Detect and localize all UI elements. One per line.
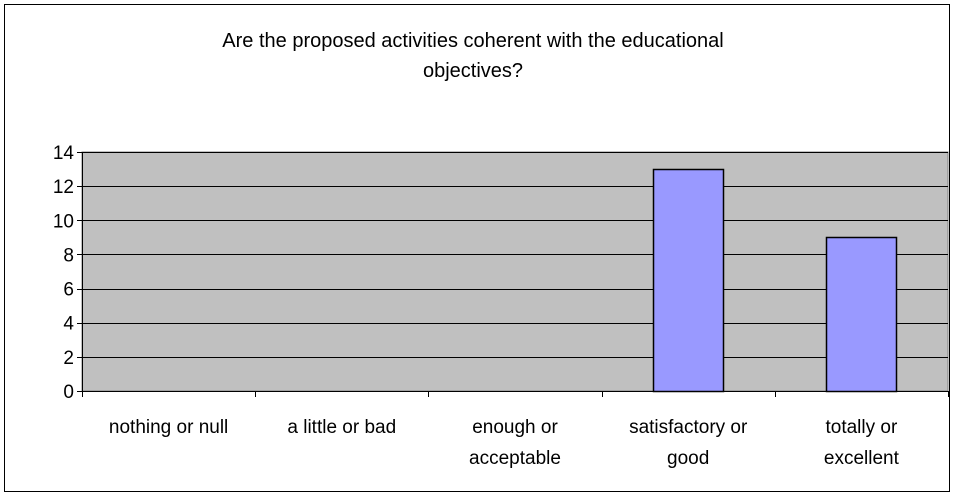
chart-title-line-1: Are the proposed activities coherent wit…	[222, 30, 724, 52]
x-tick-label-2-1: acceptable	[469, 448, 561, 469]
y-tick-label-6: 6	[63, 280, 74, 301]
y-tick-label-14: 14	[53, 143, 75, 164]
x-tick-label-0-0: nothing or null	[109, 417, 228, 438]
y-tick-label-10: 10	[53, 211, 74, 232]
chart-title: Are the proposed activities coherent wit…	[0, 26, 946, 86]
x-tick-label-1-0: a little or bad	[287, 417, 396, 438]
y-tick-label-2: 2	[63, 348, 74, 369]
chart-title-line-2: objectives?	[422, 60, 524, 82]
x-tick-label-4-1: excellent	[824, 448, 900, 469]
x-tick-labels: nothing or null a little or bad enough or a…	[109, 417, 900, 469]
plot-background	[81, 151, 949, 392]
x-tick-label-4-0: totally or	[825, 417, 897, 438]
y-tick-label-8: 8	[63, 245, 74, 266]
bars	[652, 168, 898, 393]
axes	[77, 152, 949, 397]
x-tick-label-3-1: good	[667, 448, 709, 469]
y-tick-labels: 0 2 4 6 8 10 12 14	[53, 143, 75, 403]
y-tick-label-4: 4	[63, 314, 74, 335]
plot-area	[81, 151, 949, 392]
x-tick-label-2-0: enough or	[472, 417, 558, 438]
y-tick-label-12: 12	[53, 177, 74, 198]
x-tick-label-3-0: satisfactory or	[629, 417, 748, 438]
bar-3	[652, 168, 725, 393]
gridlines	[82, 152, 948, 358]
bar-4	[825, 236, 898, 393]
y-tick-label-0: 0	[63, 382, 74, 403]
